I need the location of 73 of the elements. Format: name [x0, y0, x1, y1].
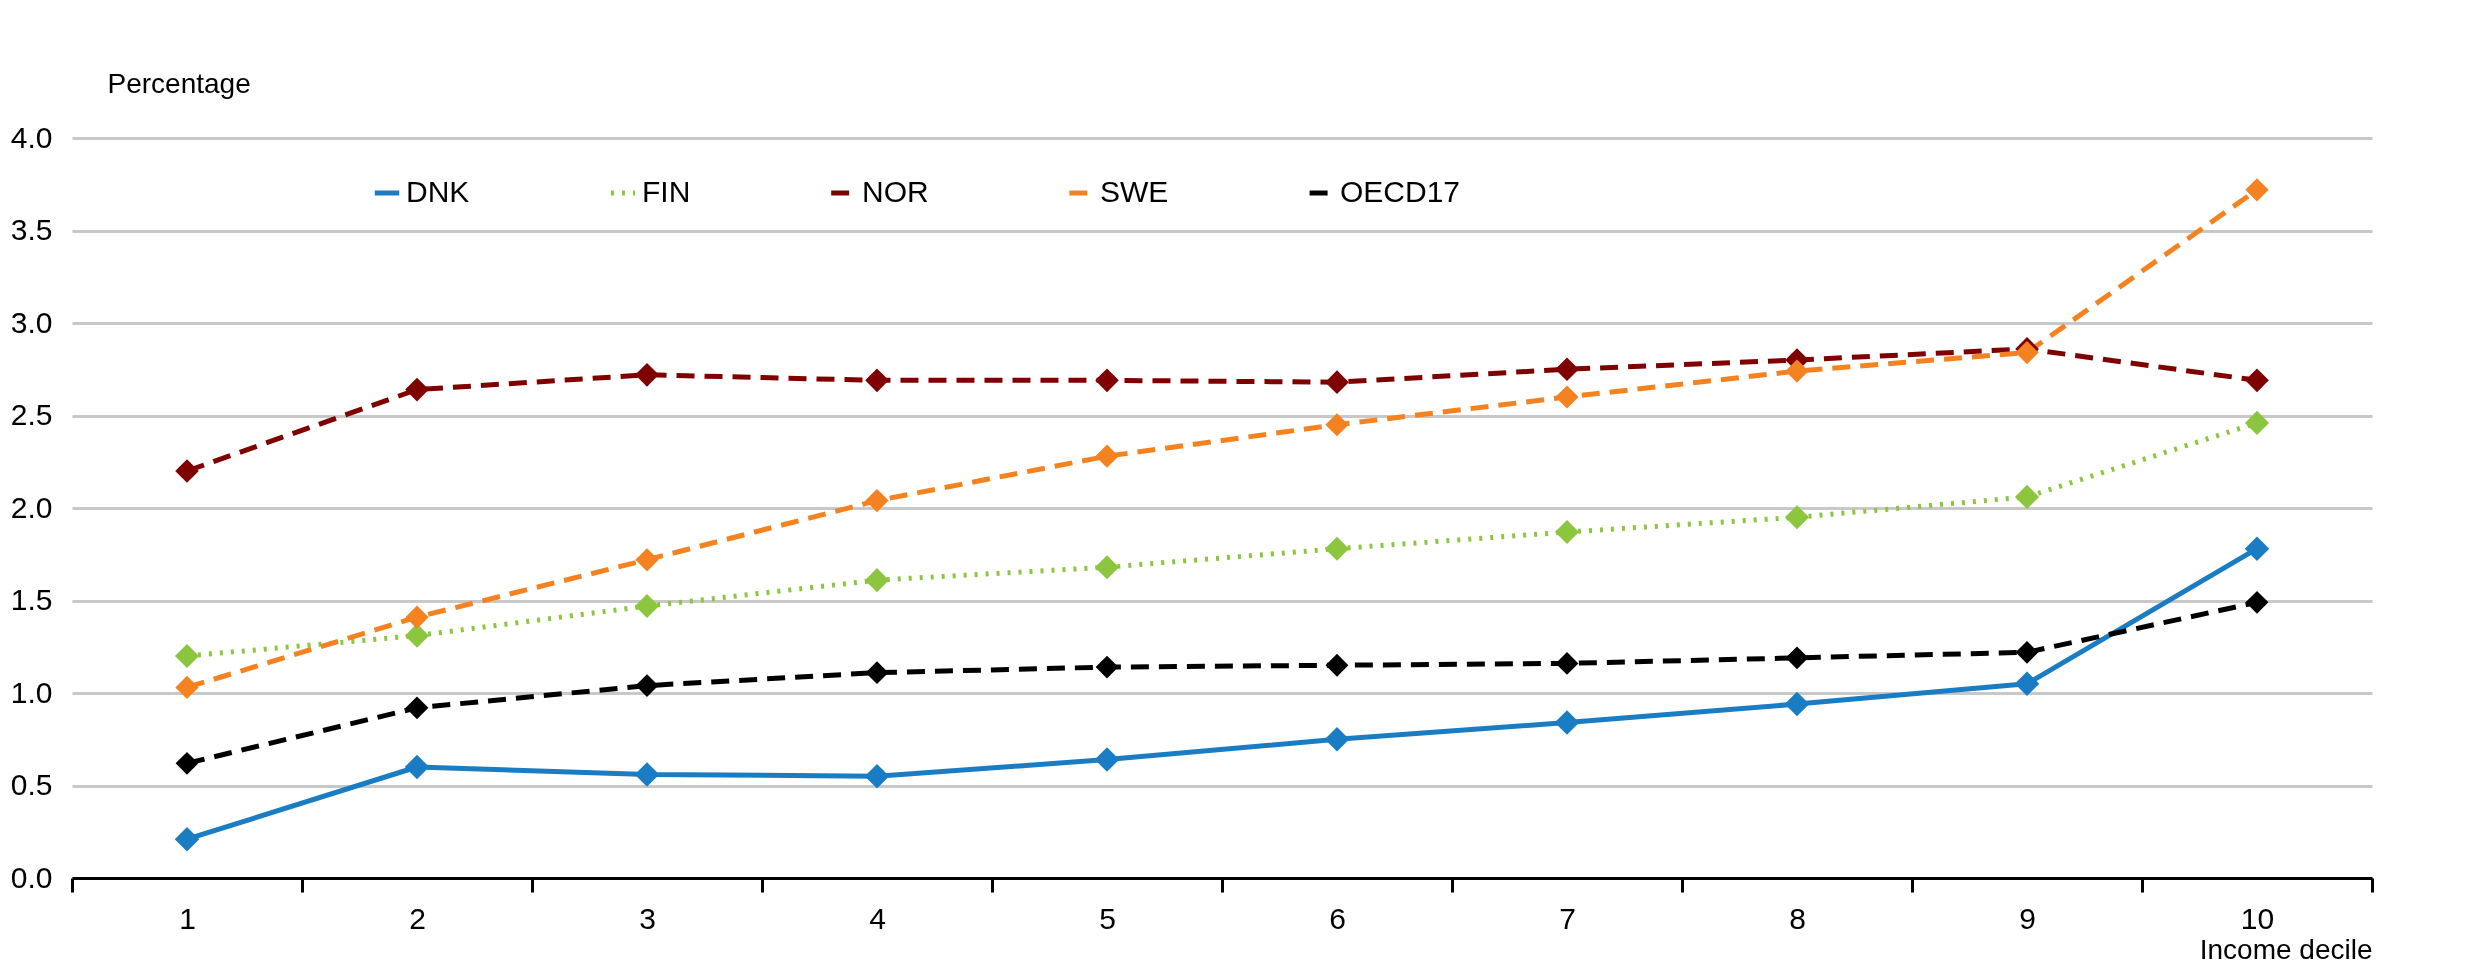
- point: [2245, 178, 2269, 202]
- point: [405, 377, 429, 402]
- point: [634, 762, 660, 787]
- y-tick-label: 1.0: [10, 675, 53, 709]
- point: [1555, 357, 1579, 382]
- y-tick-label: 2.0: [10, 490, 53, 524]
- point: [174, 643, 200, 669]
- x-axis-title: Income decile: [2199, 933, 2373, 965]
- point: [635, 674, 659, 697]
- point: [2014, 671, 2040, 696]
- point: [405, 696, 429, 720]
- point: [2014, 484, 2040, 509]
- y-tick-label: 0.5: [10, 768, 53, 801]
- point: [1324, 536, 1350, 561]
- point: [2245, 590, 2269, 614]
- point: [864, 764, 890, 789]
- point: [1324, 727, 1350, 752]
- point: [865, 488, 889, 513]
- point: [404, 754, 430, 780]
- y-tick-label: 3.0: [10, 305, 53, 339]
- point: [865, 368, 889, 393]
- point: [2244, 410, 2270, 435]
- legend-label: NOR: [862, 175, 929, 208]
- x-tick-label: 10: [2240, 901, 2275, 935]
- point: [634, 594, 660, 619]
- point: [1325, 370, 1349, 395]
- x-tick-label: 3: [639, 901, 656, 935]
- legend-label: SWE: [1100, 175, 1169, 208]
- point: [1325, 413, 1349, 437]
- point: [1325, 653, 1349, 677]
- x-tick-label: 1: [179, 901, 196, 935]
- point: [1555, 652, 1579, 675]
- point: [405, 605, 429, 629]
- y-tick-label: 4.0: [10, 120, 53, 154]
- x-tick-label: 4: [869, 901, 886, 935]
- y-tick-label: 1.5: [10, 583, 53, 616]
- x-tick-label: 7: [1559, 901, 1576, 935]
- point: [175, 751, 199, 775]
- legend-label: DNK: [406, 175, 470, 208]
- x-tick-label: 8: [1789, 901, 1806, 935]
- point: [1785, 359, 1809, 383]
- point: [1784, 505, 1810, 530]
- point: [175, 675, 199, 700]
- point: [865, 661, 889, 685]
- point: [2015, 640, 2039, 664]
- point: [1785, 646, 1809, 670]
- point: [1094, 555, 1120, 580]
- legend-label: OECD17: [1340, 175, 1461, 208]
- point: [404, 623, 430, 648]
- x-tick-label: 9: [2019, 901, 2036, 935]
- point: [864, 568, 890, 593]
- point: [1784, 691, 1810, 717]
- y-tick-label: 2.5: [10, 398, 53, 431]
- point: [2244, 536, 2270, 561]
- point: [174, 826, 200, 852]
- point: [1554, 710, 1580, 735]
- y-tick-label: 0.0: [10, 860, 53, 894]
- x-tick-label: 2: [409, 901, 426, 935]
- point: [1095, 444, 1119, 468]
- point: [635, 548, 659, 572]
- legend-label: FIN: [642, 175, 691, 208]
- y-tick-label: 3.5: [10, 213, 53, 246]
- x-tick-label: 5: [1099, 901, 1116, 935]
- point: [1094, 747, 1120, 772]
- point: [1555, 385, 1579, 409]
- point: [2245, 368, 2269, 393]
- point: [175, 459, 199, 483]
- point: [1095, 368, 1119, 393]
- point: [635, 362, 659, 387]
- point: [1554, 520, 1580, 545]
- point: [1095, 655, 1119, 679]
- x-tick-label: 6: [1329, 901, 1346, 935]
- y-axis-title: Percentage: [107, 67, 251, 99]
